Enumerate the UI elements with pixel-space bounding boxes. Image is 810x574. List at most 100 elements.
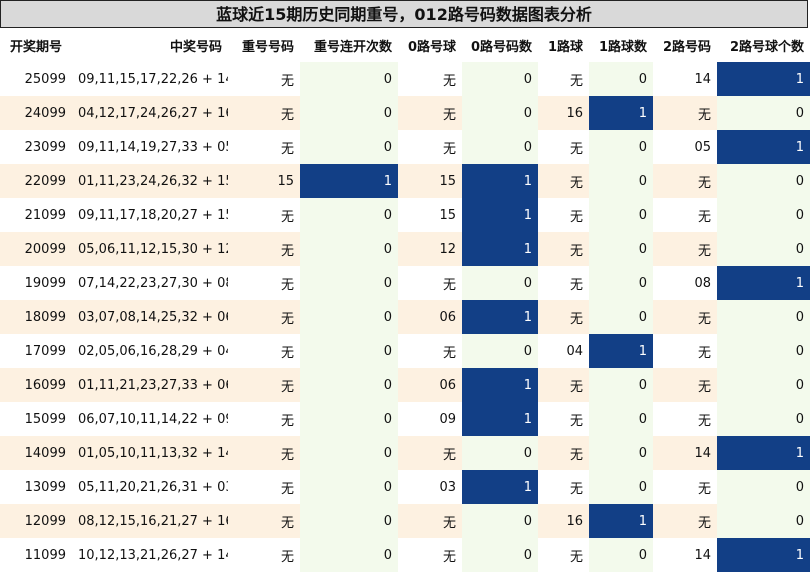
repeat-count-cell: 1 [300,164,398,198]
issue-cell: 12099 [0,504,72,538]
route2-count-cell: 0 [717,334,810,368]
repeat-cell: 无 [228,368,300,402]
route0-cell: 无 [398,130,462,164]
repeat-cell: 无 [228,96,300,130]
header-issue: 开奖期号 [0,28,72,62]
numbers-cell: 01,11,23,24,26,32 + 15 [72,164,228,198]
table-row: 23099 09,11,14,19,27,33 + 05 无 0 无 0 无 0 05 1 [0,130,810,164]
route1-cell: 16 [538,504,589,538]
issue-cell: 23099 [0,130,72,164]
repeat-cell: 无 [228,538,300,572]
header-row: 开奖期号 中奖号码 重号号码 重号连开次数 0路号球 0路号码数 1路球 1路球… [0,28,810,62]
repeat-cell: 无 [228,300,300,334]
route1-cell: 无 [538,130,589,164]
analysis-table: 开奖期号 中奖号码 重号号码 重号连开次数 0路号球 0路号码数 1路球 1路球… [0,28,810,572]
table-row: 14099 01,05,10,11,13,32 + 14 无 0 无 0 无 0 14 1 [0,436,810,470]
route1-count-cell: 1 [589,96,653,130]
header-route1-count: 1路球数 [589,28,653,62]
issue-cell: 13099 [0,470,72,504]
route0-count-cell: 0 [462,62,538,96]
route2-count-cell: 1 [717,62,810,96]
route0-cell: 无 [398,538,462,572]
route1-cell: 无 [538,198,589,232]
route1-count-cell: 0 [589,300,653,334]
repeat-cell: 无 [228,436,300,470]
table-row: 16099 01,11,21,23,27,33 + 06 无 0 06 1 无 0 无 0 [0,368,810,402]
header-route0-count: 0路号码数 [462,28,538,62]
repeat-cell: 无 [228,232,300,266]
route1-count-cell: 0 [589,402,653,436]
table-row: 25099 09,11,15,17,22,26 + 14 无 0 无 0 无 0 14 1 [0,62,810,96]
issue-cell: 16099 [0,368,72,402]
repeat-count-cell: 0 [300,96,398,130]
route1-count-cell: 0 [589,436,653,470]
route1-cell: 无 [538,62,589,96]
table-row: 12099 08,12,15,16,21,27 + 16 无 0 无 0 16 1 无 0 [0,504,810,538]
route0-cell: 无 [398,96,462,130]
numbers-cell: 09,11,15,17,22,26 + 14 [72,62,228,96]
route1-count-cell: 1 [589,334,653,368]
numbers-cell: 09,11,14,19,27,33 + 05 [72,130,228,164]
route0-count-cell: 0 [462,504,538,538]
route0-count-cell: 0 [462,538,538,572]
numbers-cell: 06,07,10,11,14,22 + 09 [72,402,228,436]
issue-cell: 11099 [0,538,72,572]
route2-cell: 无 [653,300,717,334]
route1-count-cell: 0 [589,164,653,198]
route2-cell: 14 [653,538,717,572]
route1-cell: 无 [538,368,589,402]
table-row: 22099 01,11,23,24,26,32 + 15 15 1 15 1 无 0 无 0 [0,164,810,198]
table-row: 20099 05,06,11,12,15,30 + 12 无 0 12 1 无 0 无 0 [0,232,810,266]
route2-cell: 无 [653,368,717,402]
repeat-cell: 无 [228,198,300,232]
route1-count-cell: 0 [589,198,653,232]
route1-count-cell: 0 [589,62,653,96]
route0-count-cell: 1 [462,300,538,334]
route2-cell: 无 [653,470,717,504]
issue-cell: 19099 [0,266,72,300]
repeat-count-cell: 0 [300,334,398,368]
route1-count-cell: 0 [589,368,653,402]
repeat-count-cell: 0 [300,538,398,572]
header-repeat: 重号号码 [228,28,300,62]
repeat-cell: 无 [228,334,300,368]
route0-cell: 03 [398,470,462,504]
route0-cell: 06 [398,300,462,334]
repeat-cell: 无 [228,470,300,504]
route1-cell: 无 [538,436,589,470]
numbers-cell: 05,06,11,12,15,30 + 12 [72,232,228,266]
repeat-cell: 无 [228,504,300,538]
route0-count-cell: 1 [462,232,538,266]
header-route0: 0路号球 [398,28,462,62]
route2-cell: 无 [653,96,717,130]
numbers-cell: 07,14,22,23,27,30 + 08 [72,266,228,300]
route0-count-cell: 0 [462,436,538,470]
route2-count-cell: 0 [717,368,810,402]
repeat-count-cell: 0 [300,436,398,470]
repeat-cell: 无 [228,130,300,164]
route1-count-cell: 0 [589,470,653,504]
repeat-count-cell: 0 [300,198,398,232]
header-route2: 2路号码 [653,28,717,62]
header-route1: 1路球 [538,28,589,62]
route2-count-cell: 0 [717,470,810,504]
route0-count-cell: 0 [462,266,538,300]
route0-count-cell: 1 [462,368,538,402]
repeat-count-cell: 0 [300,470,398,504]
repeat-count-cell: 0 [300,504,398,538]
issue-cell: 18099 [0,300,72,334]
route0-count-cell: 1 [462,402,538,436]
route2-count-cell: 1 [717,266,810,300]
route2-cell: 05 [653,130,717,164]
repeat-count-cell: 0 [300,300,398,334]
route2-count-cell: 0 [717,198,810,232]
route2-cell: 无 [653,504,717,538]
route1-cell: 无 [538,538,589,572]
table-row: 24099 04,12,17,24,26,27 + 16 无 0 无 0 16 1 无 0 [0,96,810,130]
route1-cell: 无 [538,266,589,300]
route1-cell: 无 [538,300,589,334]
numbers-cell: 03,07,08,14,25,32 + 06 [72,300,228,334]
numbers-cell: 09,11,17,18,20,27 + 15 [72,198,228,232]
route0-count-cell: 0 [462,96,538,130]
route1-cell: 无 [538,402,589,436]
